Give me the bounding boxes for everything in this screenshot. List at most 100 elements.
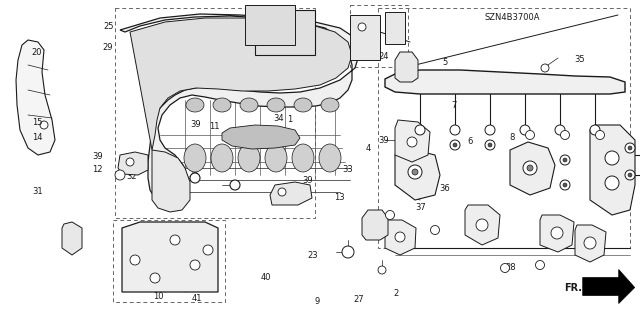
Text: 39: 39: [188, 270, 198, 279]
Circle shape: [203, 245, 213, 255]
Text: 3: 3: [509, 86, 515, 95]
Text: 1: 1: [287, 115, 292, 124]
Circle shape: [560, 180, 570, 190]
Text: 9: 9: [314, 297, 319, 306]
Circle shape: [485, 140, 495, 150]
Polygon shape: [510, 142, 555, 195]
Ellipse shape: [211, 144, 233, 172]
Polygon shape: [120, 14, 360, 205]
Polygon shape: [395, 52, 418, 82]
Circle shape: [476, 219, 488, 231]
Text: 39: 39: [379, 136, 389, 145]
Polygon shape: [130, 18, 352, 150]
Circle shape: [485, 125, 495, 135]
Circle shape: [525, 130, 534, 139]
Circle shape: [450, 125, 460, 135]
Polygon shape: [152, 150, 190, 212]
Text: 21: 21: [608, 174, 618, 183]
Ellipse shape: [267, 98, 285, 112]
Polygon shape: [385, 70, 625, 94]
Bar: [350, 15, 380, 60]
Text: 38: 38: [222, 56, 232, 64]
Text: 39: 39: [92, 152, 102, 161]
Circle shape: [412, 169, 418, 175]
Text: 34: 34: [273, 114, 284, 122]
Polygon shape: [222, 125, 300, 149]
Text: 12: 12: [92, 165, 102, 174]
Text: •: •: [234, 182, 237, 188]
Polygon shape: [465, 205, 500, 245]
Polygon shape: [62, 222, 82, 255]
Text: 32: 32: [126, 172, 136, 181]
Text: 4: 4: [365, 144, 371, 153]
Circle shape: [453, 143, 457, 147]
Circle shape: [395, 232, 405, 242]
Text: 5: 5: [442, 58, 447, 67]
Circle shape: [342, 246, 354, 258]
Text: 33: 33: [342, 165, 353, 174]
Circle shape: [563, 158, 567, 162]
Ellipse shape: [186, 98, 204, 112]
Text: 20: 20: [32, 48, 42, 57]
Text: 27: 27: [353, 295, 364, 304]
Polygon shape: [583, 270, 635, 303]
Circle shape: [605, 151, 619, 165]
Circle shape: [431, 226, 440, 234]
Polygon shape: [362, 210, 388, 240]
Ellipse shape: [238, 144, 260, 172]
Polygon shape: [122, 222, 218, 292]
Circle shape: [541, 64, 549, 72]
Text: 11: 11: [209, 122, 220, 130]
Circle shape: [230, 180, 240, 190]
Circle shape: [450, 140, 460, 150]
Circle shape: [130, 255, 140, 265]
Ellipse shape: [319, 144, 341, 172]
Text: 7: 7: [452, 101, 457, 110]
Polygon shape: [385, 220, 416, 255]
Circle shape: [278, 188, 286, 196]
Circle shape: [408, 165, 422, 179]
Text: 35: 35: [574, 56, 584, 64]
Polygon shape: [395, 150, 440, 200]
Polygon shape: [540, 215, 574, 252]
Circle shape: [126, 158, 134, 166]
Ellipse shape: [292, 144, 314, 172]
Text: 13: 13: [334, 193, 344, 202]
Text: 24: 24: [379, 52, 389, 61]
Text: 28: 28: [506, 263, 516, 272]
Circle shape: [523, 161, 537, 175]
Text: 41: 41: [192, 294, 202, 303]
Bar: [378, 8, 630, 248]
Ellipse shape: [265, 144, 287, 172]
Ellipse shape: [294, 98, 312, 112]
Circle shape: [625, 170, 635, 180]
Circle shape: [500, 263, 509, 272]
Text: 22: 22: [608, 141, 618, 150]
Text: 29: 29: [102, 43, 113, 52]
Polygon shape: [395, 120, 430, 162]
Circle shape: [527, 165, 533, 171]
Bar: [113, 220, 225, 302]
Circle shape: [115, 170, 125, 180]
Bar: [255, 10, 315, 55]
Circle shape: [488, 143, 492, 147]
Text: 26: 26: [188, 170, 198, 179]
Circle shape: [590, 125, 600, 135]
Text: 30: 30: [512, 80, 522, 89]
Circle shape: [40, 121, 48, 129]
Polygon shape: [590, 125, 635, 215]
Circle shape: [605, 176, 619, 190]
Text: 25: 25: [104, 22, 114, 31]
Text: 10: 10: [154, 292, 164, 301]
Circle shape: [561, 130, 570, 139]
Circle shape: [190, 173, 200, 183]
Circle shape: [407, 137, 417, 147]
Circle shape: [536, 261, 545, 270]
Circle shape: [560, 155, 570, 165]
Circle shape: [385, 211, 394, 219]
Ellipse shape: [240, 98, 258, 112]
Text: FR.: FR.: [564, 283, 582, 293]
Text: 39: 39: [302, 176, 312, 185]
Circle shape: [563, 183, 567, 187]
Bar: [115, 8, 315, 218]
